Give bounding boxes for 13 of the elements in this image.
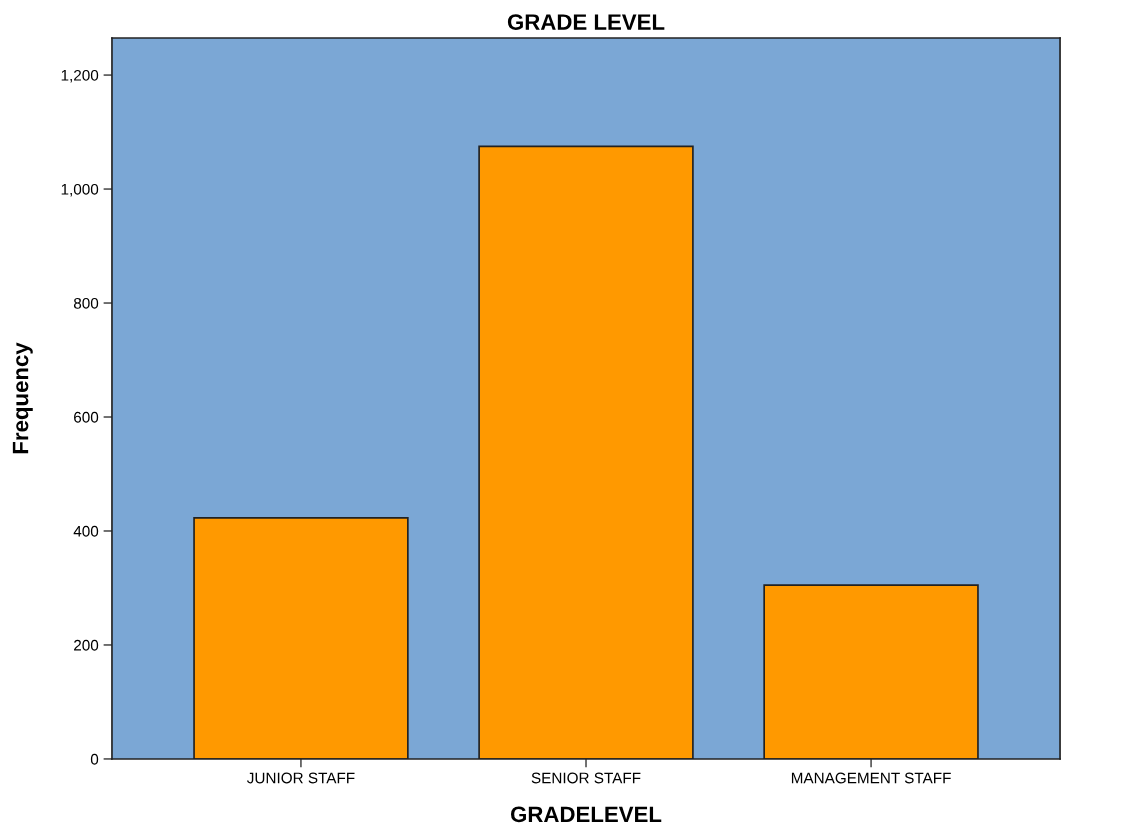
x-axis-title: GRADELEVEL bbox=[510, 806, 662, 823]
y-axis-title: Frequency bbox=[12, 342, 33, 454]
chart-title: GRADE LEVEL bbox=[507, 14, 665, 30]
y-tick-label: 1,000 bbox=[61, 183, 99, 197]
y-tick-label: 600 bbox=[74, 411, 99, 423]
y-tick-label: 0 bbox=[90, 753, 99, 765]
x-tick-label: JUNIOR STAFF bbox=[247, 772, 355, 784]
y-tick-label: 400 bbox=[73, 525, 99, 537]
y-tick-label: 800 bbox=[73, 297, 99, 309]
y-tick-label: 1,200 bbox=[61, 69, 99, 83]
x-tick-label: MANAGEMENT STAFF bbox=[791, 772, 951, 784]
x-tick-label: SENIOR STAFF bbox=[531, 772, 641, 784]
y-tick-label: 200 bbox=[74, 639, 99, 651]
